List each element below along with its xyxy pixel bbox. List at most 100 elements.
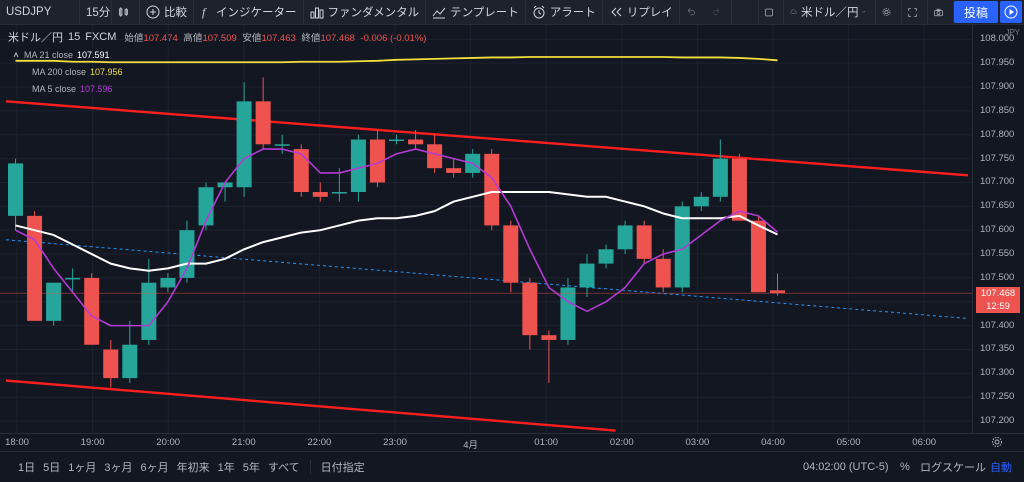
fundamentals-button[interactable]: ファンダメンタル <box>304 0 427 24</box>
candle <box>389 134 404 145</box>
interval-button[interactable]: 15分 <box>80 0 112 24</box>
candle-body <box>731 158 747 221</box>
candle-body <box>369 139 385 183</box>
alert-button[interactable]: アラート <box>526 0 603 24</box>
time-tick-label: 19:00 <box>80 437 105 448</box>
channel-trendline <box>5 100 969 177</box>
price-axis[interactable]: JPY 108.000 107.950 107.900 107.850 107.800 1… <box>972 25 1024 433</box>
svg-text:f: f <box>202 5 207 19</box>
play-button[interactable] <box>1000 1 1022 23</box>
cloud-icon <box>790 9 797 14</box>
indicators-label: インジケーター <box>216 7 297 19</box>
compare-label: 比較 <box>164 7 187 19</box>
axis-settings-icon[interactable] <box>991 436 1003 448</box>
candle <box>179 220 195 283</box>
post-button[interactable]: 投稿 <box>954 1 998 23</box>
time-tick-label: 03:00 <box>685 437 710 448</box>
price-tick-label: 107.200 <box>980 415 1015 427</box>
time-tick-label: 06:00 <box>912 437 937 448</box>
bottom-toolbar: 1日 5日 1ヶ月 3ヶ月 6ヶ月 年初来 1年 5年 すべて 日付指定 04:02:00 (U… <box>0 451 1024 482</box>
price-tick-label: 107.500 <box>980 271 1015 283</box>
price-tick-label: 107.900 <box>980 81 1015 93</box>
ma200-value: 107.956 <box>90 67 123 77</box>
candle-body <box>503 225 519 283</box>
candle-body <box>293 149 309 193</box>
trendlines[interactable] <box>5 100 969 432</box>
time-axis[interactable]: 18:00 19:00 20:00 21:00 22:00 23:00 4月 01:00 02:… <box>0 433 1024 451</box>
candle <box>103 339 119 388</box>
settings-button[interactable] <box>876 0 902 24</box>
compare-button[interactable]: 比較 <box>140 0 194 24</box>
range-button[interactable]: 5年 <box>242 462 260 474</box>
indicator-legend-ma21[interactable]: MA 21 close 107.591 <box>12 50 110 60</box>
currency-label: JPY <box>1005 28 1020 37</box>
candle <box>598 244 614 269</box>
price-chart[interactable] <box>0 25 972 433</box>
range-button[interactable]: 3ヶ月 <box>104 462 133 474</box>
replay-label: リプレイ <box>626 7 673 19</box>
range-button[interactable]: 6ヶ月 <box>140 462 169 474</box>
legend-close-label: 終値 <box>301 32 321 44</box>
time-tick-label: 02:00 <box>609 437 634 448</box>
candle-body <box>198 187 214 226</box>
layout-button[interactable] <box>758 0 784 24</box>
templates-button[interactable]: テンプレート <box>426 0 526 24</box>
range-button[interactable]: 1年 <box>217 462 235 474</box>
chart-legend: 米ドル／円 15 FXCM 始値107.474 高値107.509 安値107.… <box>8 29 426 44</box>
ma200-name: MA 200 close <box>32 67 87 77</box>
candle-body <box>65 277 81 280</box>
candle <box>712 139 728 202</box>
indicator-legend-ma200[interactable]: MA 200 close 107.956 <box>32 67 123 77</box>
candle <box>770 273 785 296</box>
bar-style-button[interactable] <box>112 0 140 24</box>
undo-button[interactable] <box>680 0 706 24</box>
fullscreen-button[interactable] <box>902 0 928 24</box>
candle <box>312 182 328 202</box>
range-button[interactable]: 1ヶ月 <box>68 462 97 474</box>
auto-scale-toggle[interactable]: 自動 <box>990 462 1012 474</box>
candle-body <box>122 344 138 379</box>
indicator-legend-ma5[interactable]: MA 5 close 107.596 <box>32 84 113 94</box>
price-tick-label: 107.300 <box>980 367 1015 379</box>
range-button[interactable]: すべて <box>267 462 300 474</box>
interval-label: 15分 <box>86 7 111 19</box>
ma21-series <box>15 191 778 272</box>
candle-body <box>522 282 538 336</box>
log-scale-toggle[interactable]: ログスケール <box>920 462 986 474</box>
replay-button[interactable]: リプレイ <box>603 0 680 24</box>
candle <box>408 129 424 150</box>
utc-clock[interactable]: 04:02:00 (UTC-5) <box>803 461 889 473</box>
time-tick-label: 05:00 <box>836 437 861 448</box>
price-tick-label: 107.400 <box>980 319 1015 331</box>
legend-low-value: 107.463 <box>261 32 296 44</box>
alarm-clock-icon <box>533 5 545 19</box>
candle <box>46 282 62 326</box>
camera-icon <box>934 8 943 16</box>
range-button[interactable]: 年初来 <box>176 462 210 474</box>
goto-date-button[interactable]: 日付指定 <box>320 462 365 474</box>
candle-body <box>141 282 157 340</box>
candle <box>369 129 385 188</box>
price-tick-label: 107.600 <box>980 224 1015 236</box>
legend-high-label: 高値 <box>183 32 203 44</box>
redo-button[interactable] <box>706 0 732 24</box>
range-button[interactable]: 1日 <box>18 462 36 474</box>
candle-body <box>750 220 766 293</box>
candle-body <box>617 225 633 250</box>
percent-toggle[interactable]: % <box>900 461 910 473</box>
time-tick-label: 01:00 <box>534 437 559 448</box>
dashed-trendline <box>5 239 969 319</box>
range-button[interactable]: 5日 <box>43 462 61 474</box>
candle <box>503 220 519 293</box>
candle-body <box>84 277 100 345</box>
candle-body <box>389 139 404 142</box>
legend-pair: 米ドル／円 <box>8 31 63 44</box>
symbol-button[interactable]: USDJPY <box>0 0 80 24</box>
indicators-button[interactable]: f インジケーター <box>194 0 304 24</box>
snapshot-button[interactable] <box>928 0 954 24</box>
legend-interval: 15 <box>68 30 81 43</box>
candle <box>198 182 214 231</box>
candles <box>8 77 785 388</box>
candle <box>617 220 633 255</box>
symbol-search-button[interactable]: 米ドル／円 <box>784 0 876 24</box>
